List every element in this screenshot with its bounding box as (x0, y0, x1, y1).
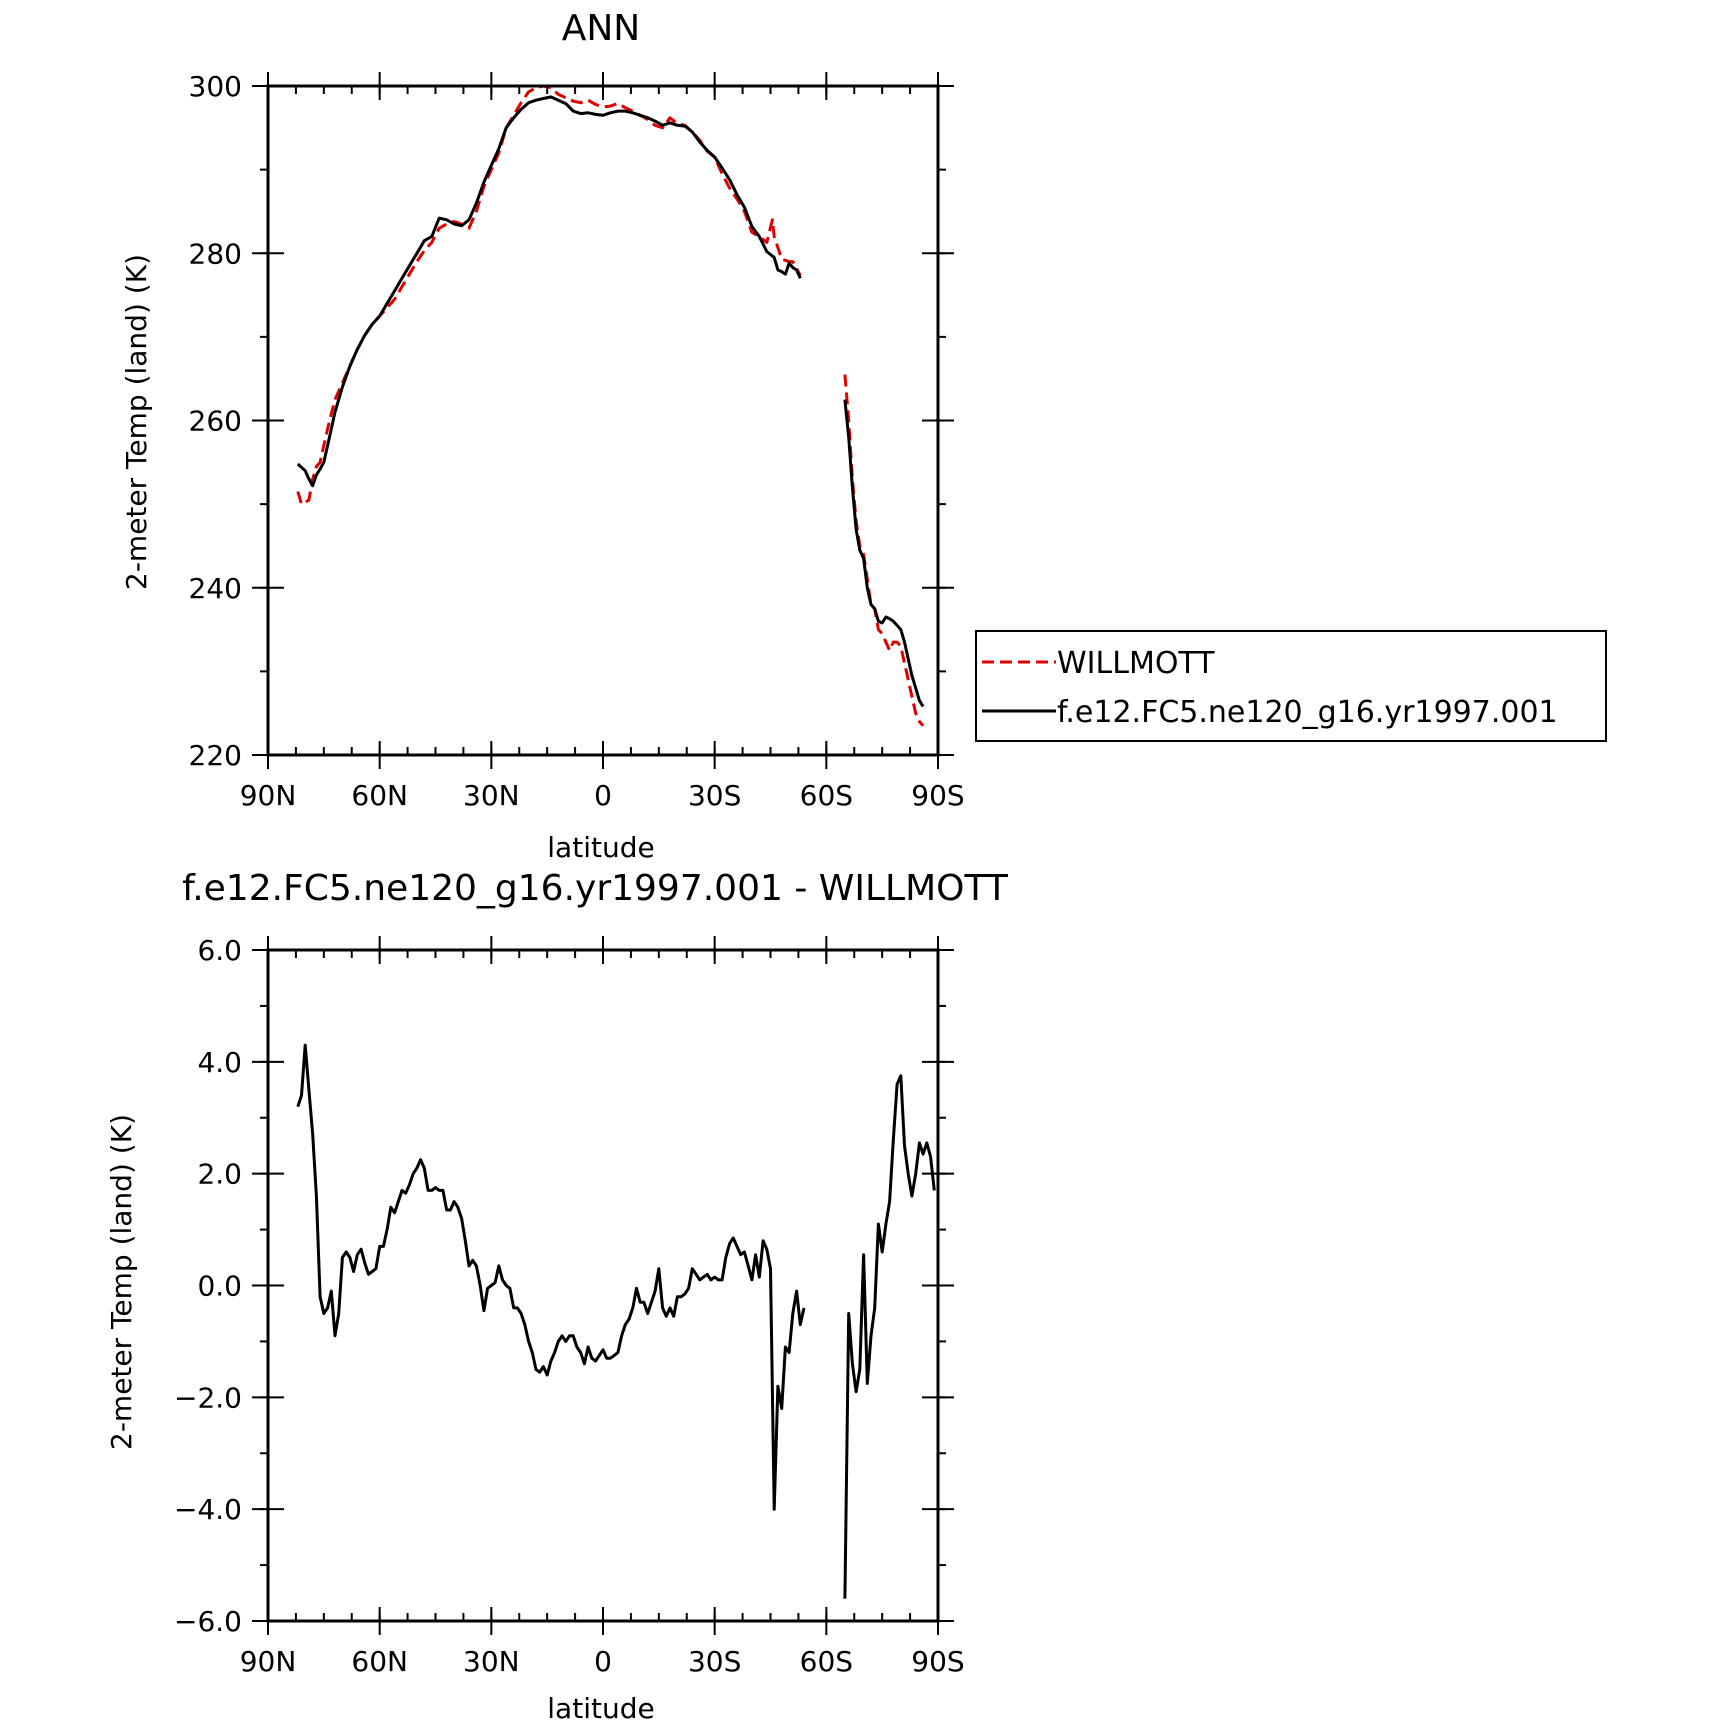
top-x-tick-label: 30S (688, 779, 741, 812)
top-x-tick-label: 0 (594, 779, 612, 812)
top-y-tick-label: 280 (189, 237, 242, 270)
top-series-line-f-e12-fc5-ne120-g16-yr1997-001 (296, 95, 802, 488)
top-series-line-willmott (296, 84, 802, 506)
legend-box (975, 630, 1607, 742)
top-y-tick-label: 260 (189, 405, 242, 438)
top-chart-ylabel: 2-meter Temp (land) (K) (120, 254, 153, 590)
bottom-chart-series (296, 1043, 936, 1599)
bottom-x-tick-label: 30N (463, 1645, 520, 1678)
top-x-tick-label: 90N (240, 779, 297, 812)
legend: WILLMOTT f.e12.FC5.ne120_g16.yr1997.001 (975, 630, 1607, 742)
top-series-line-f-e12-fc5-ne120-g16-yr1997-001 (843, 399, 925, 708)
bottom-y-tick-label: 6.0 (197, 934, 242, 967)
bottom-y-tick-label: −4.0 (174, 1493, 242, 1526)
top-panel: ANN 90N 60N 30N 0 30S 60S 90S 220 240 260 280 300 l… (120, 8, 1607, 864)
top-y-tick-label: 300 (189, 70, 242, 103)
bottom-y-tick-label: −2.0 (174, 1381, 242, 1414)
bottom-x-tick-label: 60S (800, 1645, 853, 1678)
top-chart-frame (266, 84, 940, 757)
top-series-line-willmott (843, 374, 925, 727)
bottom-y-tick-label: 0.0 (197, 1270, 242, 1303)
legend-label-willmott: WILLMOTT (1057, 646, 1215, 681)
top-x-tick-label: 60N (351, 779, 408, 812)
top-x-tick-label: 30N (463, 779, 520, 812)
bottom-y-tick-label: 4.0 (197, 1046, 242, 1079)
bottom-chart-xlabel: latitude (547, 1692, 654, 1723)
top-y-tick-label: 240 (189, 572, 242, 605)
top-chart-title: ANN (562, 8, 641, 49)
bottom-x-tick-label: 90S (911, 1645, 964, 1678)
bottom-y-tick-label: −6.0 (174, 1605, 242, 1638)
bottom-x-tick-label: 0 (594, 1645, 612, 1678)
bottom-series-line-difference (843, 1074, 936, 1599)
bottom-panel: f.e12.FC5.ne120_g16.yr1997.001 - WILLMOT… (105, 868, 1009, 1723)
bottom-chart-frame (266, 948, 940, 1623)
top-y-tick-label: 220 (189, 739, 242, 772)
bottom-y-tick-label: 2.0 (197, 1158, 242, 1191)
legend-label-model: f.e12.FC5.ne120_g16.yr1997.001 (1057, 695, 1558, 730)
bottom-chart-title: f.e12.FC5.ne120_g16.yr1997.001 - WILLMOT… (182, 868, 1009, 909)
top-chart-series (296, 84, 925, 727)
bottom-x-tick-label: 90N (240, 1645, 297, 1678)
bottom-series-line-difference (296, 1043, 806, 1511)
bottom-x-tick-label: 30S (688, 1645, 741, 1678)
bottom-chart-ylabel: 2-meter Temp (land) (K) (105, 1114, 138, 1450)
bottom-x-tick-label: 60N (351, 1645, 408, 1678)
top-chart-xlabel: latitude (547, 831, 654, 864)
top-x-tick-label: 60S (800, 779, 853, 812)
top-x-tick-label: 90S (911, 779, 964, 812)
